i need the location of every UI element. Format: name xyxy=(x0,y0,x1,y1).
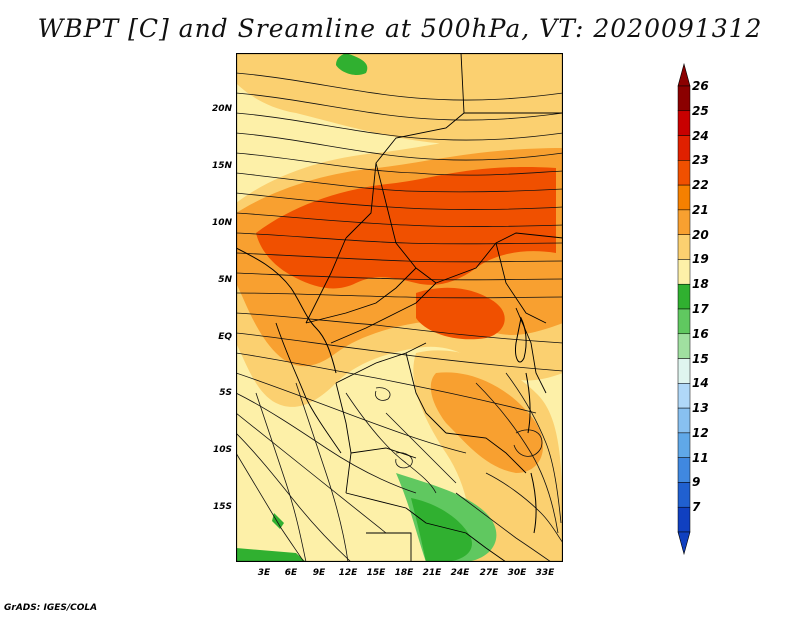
wbpt-cool-speck xyxy=(272,513,284,529)
colorbar-tick-label: 12 xyxy=(692,425,709,440)
map-svg xyxy=(236,53,563,562)
lon-tick-label: 6E xyxy=(284,568,298,578)
wbpt-cool-patch-north xyxy=(336,53,368,76)
lon-tick-label: 21E xyxy=(422,568,442,578)
colorbar-tick-label: 11 xyxy=(692,450,709,465)
colorbar-segment xyxy=(677,85,691,112)
wbpt-hot-core-east xyxy=(416,287,505,340)
colorbar-tick-label: 20 xyxy=(692,227,709,242)
colorbar-tick-label: 26 xyxy=(692,79,709,93)
lat-tick-label: EQ xyxy=(218,332,232,342)
colorbar-segment xyxy=(677,135,691,161)
lon-tick-label: 9E xyxy=(312,568,326,578)
colorbar-segment xyxy=(677,383,691,409)
colorbar-tick-label: 17 xyxy=(692,302,709,316)
colorbar-segment xyxy=(677,234,691,260)
lat-tick-label: 15S xyxy=(212,502,232,512)
colorbar-tick-label: 7 xyxy=(692,500,701,515)
lon-tick-label: 30E xyxy=(507,568,527,578)
lon-tick-label: 12E xyxy=(338,568,358,578)
lat-tick-label: 20N xyxy=(211,104,232,114)
colorbar-tick-label: 22 xyxy=(692,178,709,193)
lat-tick-label: 5S xyxy=(219,388,232,398)
map-plot-area xyxy=(236,53,563,562)
lat-tick-label: 15N xyxy=(211,161,232,171)
colorbar-segment xyxy=(677,308,691,335)
colorbar-tick-label: 15 xyxy=(692,351,709,366)
colorbar-segment xyxy=(677,506,691,533)
wbpt-cool-patch-southwest xyxy=(236,548,306,562)
wbpt-cool-core-south xyxy=(411,498,472,562)
colorbar-tick-label: 18 xyxy=(692,277,709,292)
colorbar-segment xyxy=(677,184,691,211)
lon-tick-label: 33E xyxy=(535,568,555,578)
colorbar-segment xyxy=(677,432,691,458)
coastline xyxy=(236,247,537,534)
colorbar-tick-label: 14 xyxy=(692,376,709,391)
lon-tick-label: 3E xyxy=(257,568,271,578)
lat-tick-label: 10S xyxy=(212,445,232,455)
colorbar-segment xyxy=(677,482,691,508)
lat-tick-label: 10N xyxy=(211,218,232,228)
colorbar-segment xyxy=(677,283,691,310)
colorbar-tick-label: 24 xyxy=(692,128,709,143)
colorbar-segment xyxy=(677,259,691,285)
chart-title: WBPT [C] and Sreamline at 500hPa, VT: 20… xyxy=(37,14,763,43)
lon-tick-label: 18E xyxy=(394,568,414,578)
colorbar-top-arrow xyxy=(677,62,691,87)
colorbar-segment xyxy=(677,407,691,434)
lat-tick-label: 5N xyxy=(218,275,232,285)
colorbar-tick-label: 23 xyxy=(692,153,709,168)
country-borders xyxy=(275,53,563,562)
streamlines xyxy=(236,72,563,562)
lon-tick-label: 15E xyxy=(366,568,386,578)
colorbar-tick-label: 9 xyxy=(692,475,701,490)
colorbar-segment xyxy=(677,457,691,483)
colorbar-segment xyxy=(677,209,691,235)
colorbar-tick-label: 16 xyxy=(692,326,709,341)
lon-tick-label: 24E xyxy=(450,568,470,578)
map-border xyxy=(236,53,563,562)
lon-tick-label: 27E xyxy=(479,568,499,578)
colorbar-segment xyxy=(677,333,691,359)
colorbar-segment xyxy=(677,358,691,384)
colorbar-tick-label: 21 xyxy=(692,202,709,217)
colorbar-segment xyxy=(677,110,691,136)
colorbar-tick-label: 19 xyxy=(692,252,709,267)
colorbar-tick-label: 13 xyxy=(692,401,709,416)
colorbar-bottom-arrow xyxy=(677,531,691,556)
colorbar xyxy=(677,62,691,556)
grads-credit: GrADS: IGES/COLA xyxy=(4,603,98,613)
colorbar-tick-label: 25 xyxy=(692,103,709,118)
colorbar-segment xyxy=(677,160,691,186)
